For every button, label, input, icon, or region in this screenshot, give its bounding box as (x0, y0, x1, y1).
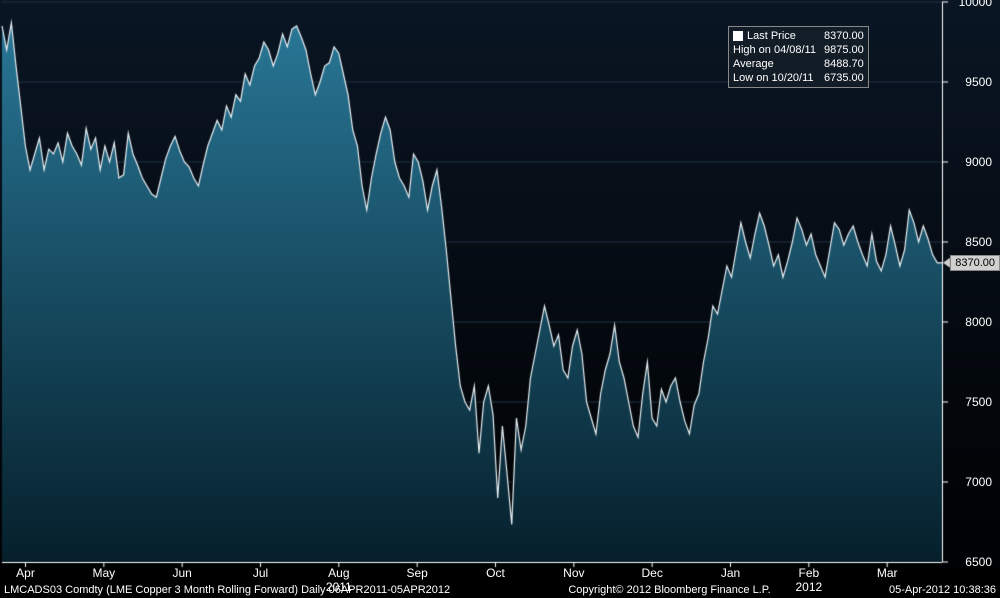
footer-left: LMCADS03 Comdty (LME Copper 3 Month Roll… (4, 584, 450, 596)
legend-label: Average (733, 57, 774, 71)
legend-value: 8370.00 (824, 29, 864, 43)
y-axis-tick: 6500 (965, 555, 992, 569)
y-axis-tick: 7500 (965, 395, 992, 409)
x-axis-tick: Sep (406, 566, 427, 580)
x-axis-tick: Oct (486, 566, 505, 580)
x-axis-tick: Apr (16, 566, 35, 580)
x-axis-year: 2011 (326, 580, 352, 594)
y-axis-tick: 8500 (965, 235, 992, 249)
legend-value: 6735.00 (824, 71, 864, 85)
x-axis-tick: Mar (877, 566, 898, 580)
x-axis-tick: Jul (253, 566, 268, 580)
legend-label: Low on 10/20/11 (733, 71, 814, 85)
x-axis-tick: Jun (172, 566, 191, 580)
legend-row: Average 8488.70 (733, 57, 864, 71)
chart-container: Last Price 8370.00 High on 04/08/11 9875.00… (0, 0, 1000, 598)
x-axis-year: 2012 (795, 580, 822, 594)
price-area-chart (0, 0, 1000, 598)
y-axis-tick: 9500 (965, 75, 992, 89)
legend-value: 8488.70 (824, 57, 864, 71)
chart-footer: LMCADS03 Comdty (LME Copper 3 Month Roll… (0, 582, 1000, 598)
x-axis-tick: May (92, 566, 115, 580)
legend-row: Low on 10/20/11 6735.00 (733, 71, 864, 85)
y-axis-tick: 9000 (965, 155, 992, 169)
y-axis-tick: 7000 (965, 475, 992, 489)
legend-row: Last Price 8370.00 (733, 29, 864, 43)
current-price-flag: 8370.00 (950, 255, 1000, 271)
y-axis-tick: 8000 (965, 315, 992, 329)
legend-label: High on 04/08/11 (733, 43, 816, 57)
footer-center: Copyright© 2012 Bloomberg Finance L.P. (568, 584, 770, 596)
footer-right: 05-Apr-2012 10:38:36 (889, 584, 996, 596)
legend-value: 9875.00 (824, 43, 864, 57)
y-axis-tick: 10000 (959, 0, 992, 9)
x-axis-tick: Jan (721, 566, 740, 580)
x-axis-tick: Nov (563, 566, 584, 580)
x-axis-tick: Dec (641, 566, 662, 580)
chart-legend: Last Price 8370.00 High on 04/08/11 9875.00… (728, 26, 869, 88)
x-axis-tick: Feb (798, 566, 819, 580)
legend-label: Last Price (733, 29, 796, 43)
legend-marker (733, 31, 743, 41)
legend-row: High on 04/08/11 9875.00 (733, 43, 864, 57)
x-axis-tick: Aug (328, 566, 349, 580)
